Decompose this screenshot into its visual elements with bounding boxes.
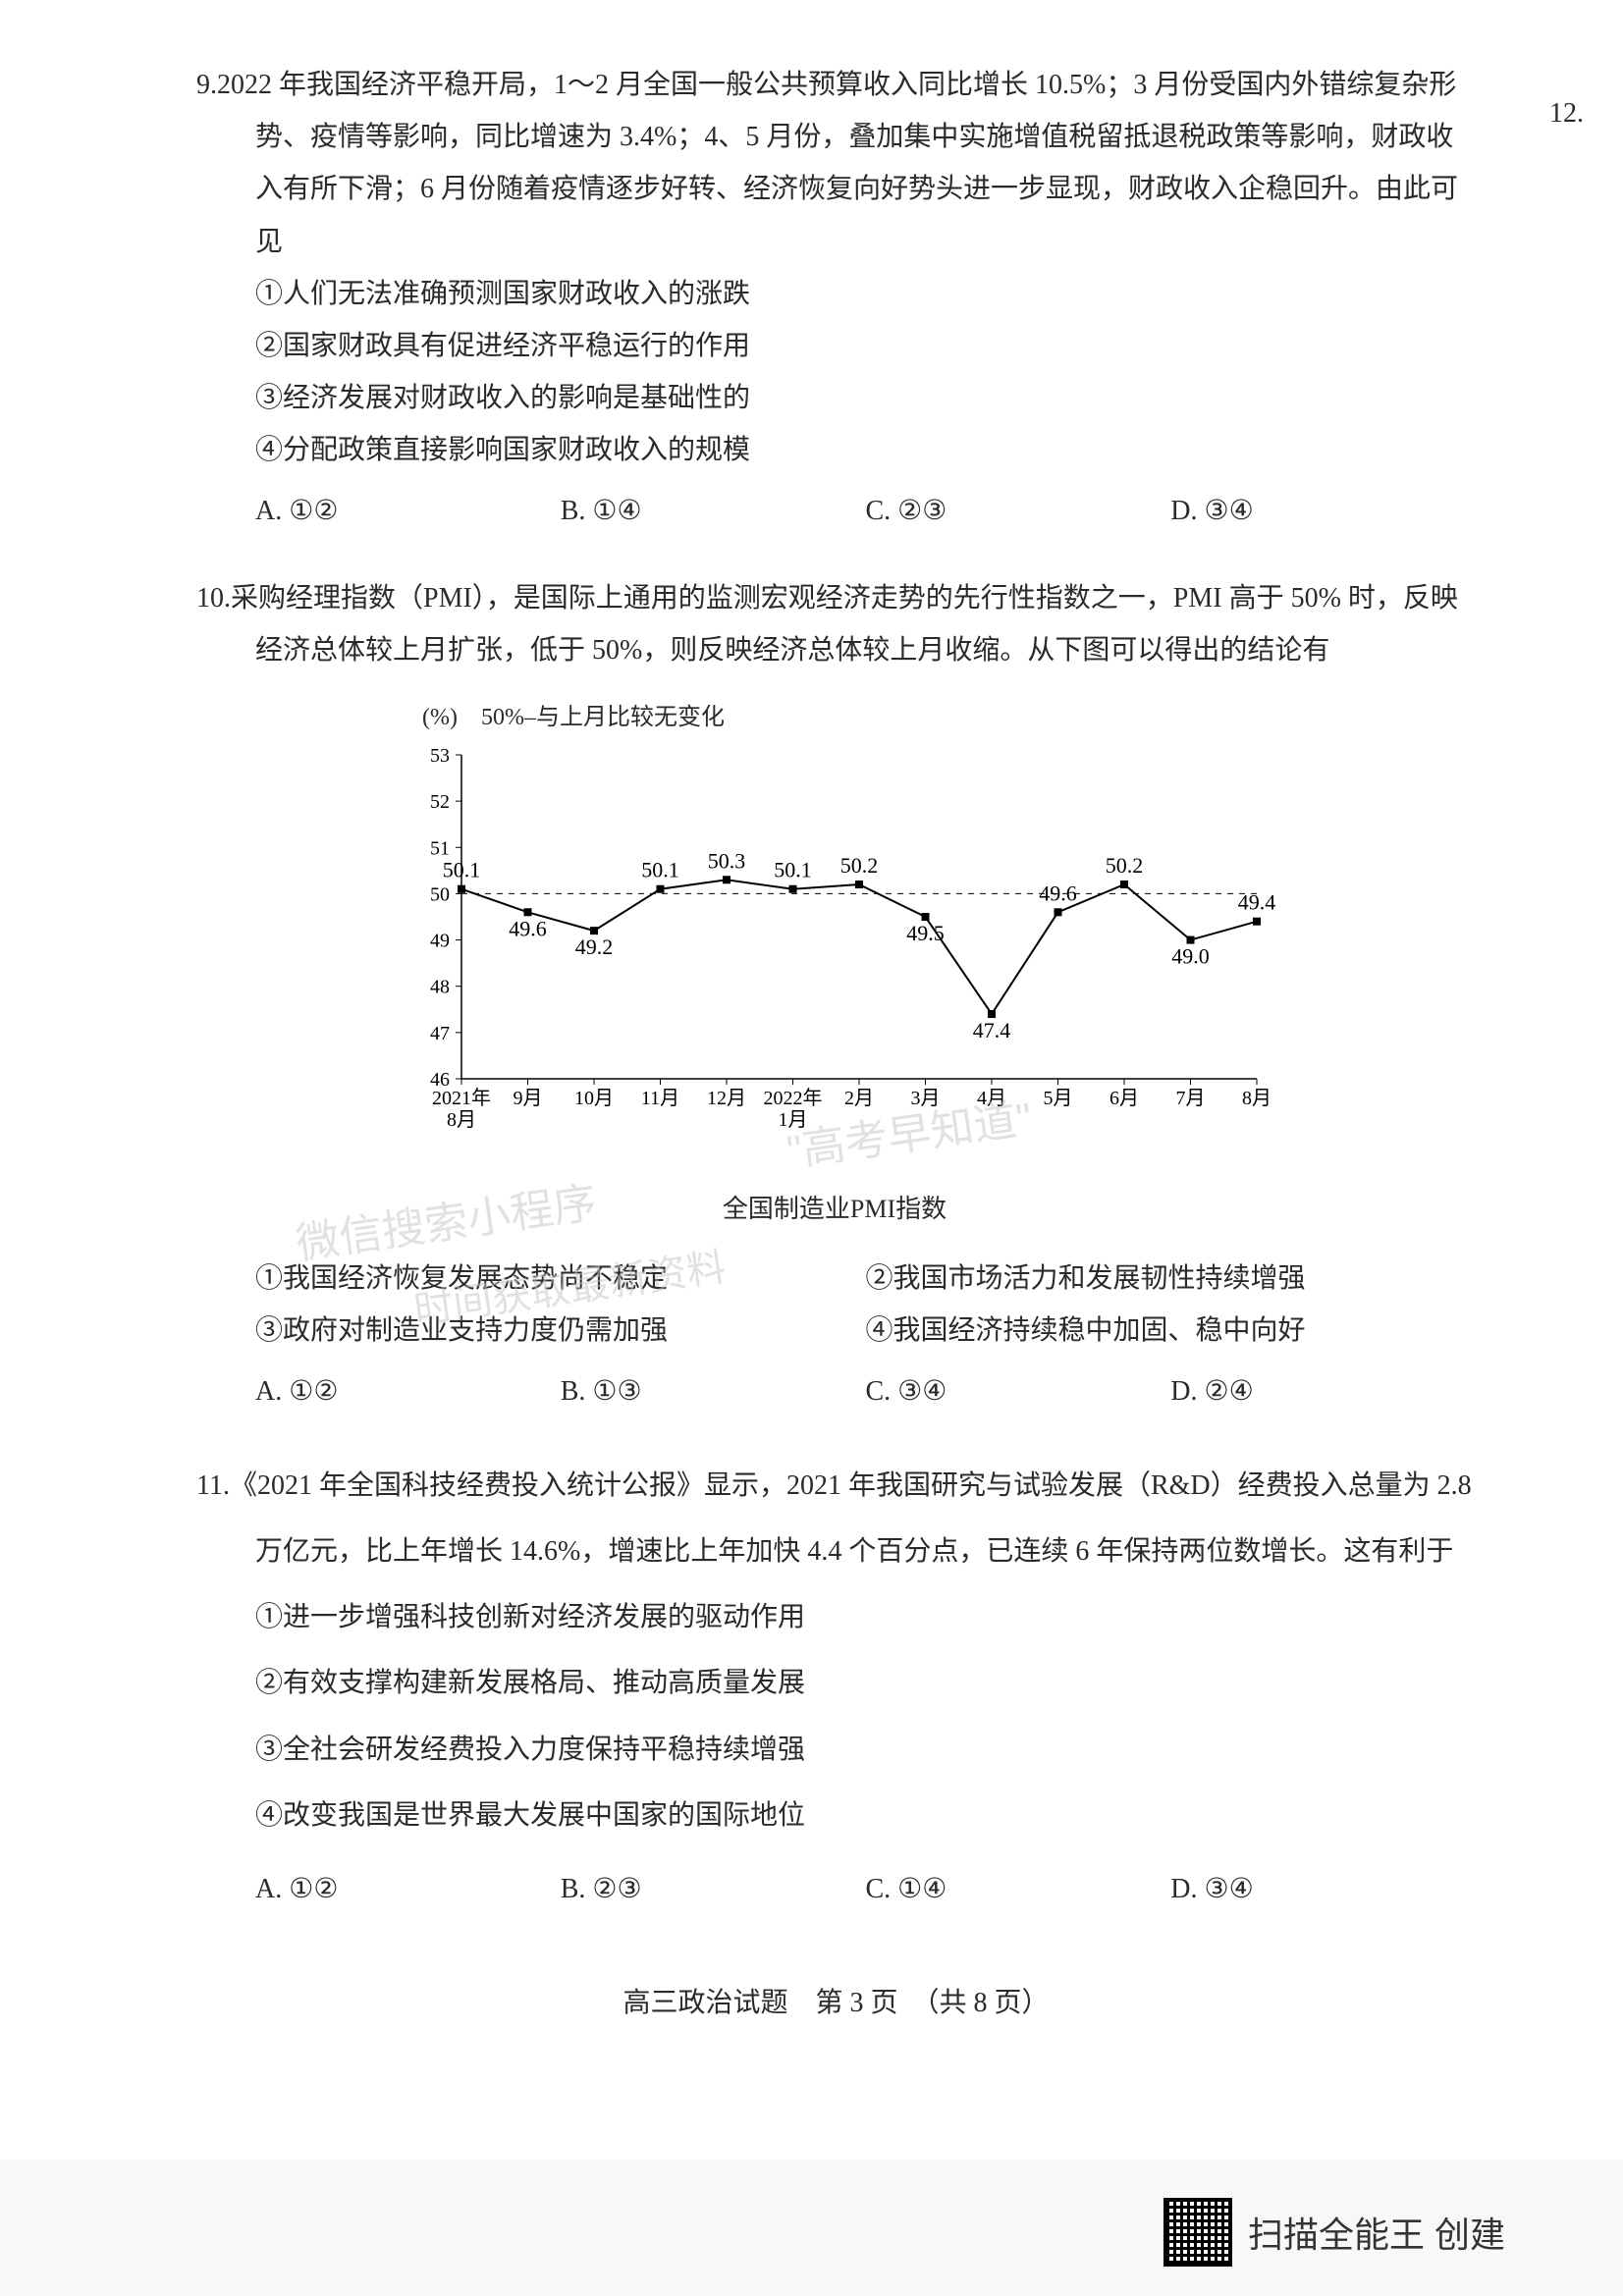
svg-text:47: 47 xyxy=(430,1023,450,1044)
svg-text:53: 53 xyxy=(430,745,450,767)
svg-text:51: 51 xyxy=(430,837,450,859)
qr-code-icon xyxy=(1163,2198,1232,2267)
svg-text:11月: 11月 xyxy=(641,1088,679,1109)
q11-option-c[interactable]: C. ①④ xyxy=(866,1856,1171,1922)
q9-option-d[interactable]: D. ③④ xyxy=(1170,485,1476,537)
svg-text:49.5: 49.5 xyxy=(906,921,945,945)
svg-text:49: 49 xyxy=(430,930,450,951)
q9-option-c[interactable]: C. ②③ xyxy=(866,485,1171,537)
q10-option-d[interactable]: D. ②④ xyxy=(1170,1365,1476,1417)
svg-text:8月: 8月 xyxy=(447,1109,476,1131)
svg-text:50.2: 50.2 xyxy=(1106,853,1144,878)
svg-text:50.1: 50.1 xyxy=(641,857,679,881)
q11-text: 《2021 年全国科技经费投入统计公报》显示，2021 年我国研究与试验发展（R… xyxy=(230,1470,1472,1567)
scan-footer: 扫描全能王 创建 xyxy=(1163,2198,1505,2267)
q10-statements-row2: ③政府对制造业支持力度仍需加强 ④我国经济持续稳中加固、稳中向好 xyxy=(196,1305,1476,1357)
q9-text: 2022 年我国经济平稳开局，1～2 月全国一般公共预算收入同比增长 10.5%… xyxy=(217,70,1458,257)
svg-text:12月: 12月 xyxy=(707,1088,746,1109)
q9-stem: 9.2022 年我国经济平稳开局，1～2 月全国一般公共预算收入同比增长 10.… xyxy=(196,59,1476,268)
q10-option-c[interactable]: C. ③④ xyxy=(866,1365,1171,1417)
svg-text:49.2: 49.2 xyxy=(575,934,614,959)
q10-text: 采购经理指数（PMI），是国际上通用的监测宏观经济走势的先行性指数之一，PMI … xyxy=(231,583,1458,666)
q10-statement-4: ④我国经济持续稳中加固、稳中向好 xyxy=(866,1305,1477,1357)
margin-question-number: 12. xyxy=(1549,98,1584,130)
svg-text:3月: 3月 xyxy=(911,1088,941,1109)
q9-statement-4: ④分配政策直接影响国家财政收入的规模 xyxy=(196,424,1476,476)
q9-number: 9. xyxy=(196,70,217,100)
svg-text:1月: 1月 xyxy=(779,1109,808,1131)
svg-text:49.4: 49.4 xyxy=(1238,889,1276,914)
svg-text:7月: 7月 xyxy=(1176,1088,1206,1109)
q10-statement-3: ③政府对制造业支持力度仍需加强 xyxy=(255,1305,866,1357)
svg-text:8月: 8月 xyxy=(1242,1088,1271,1109)
q9-statement-1: ①人们无法准确预测国家财政收入的涨跌 xyxy=(196,268,1476,320)
svg-text:10月: 10月 xyxy=(574,1088,614,1109)
pmi-chart: (%) 50%–与上月比较无变化 46474849505152532021年8月… xyxy=(393,696,1276,1233)
q10-statement-1: ①我国经济恢复发展态势尚不稳定 xyxy=(255,1253,866,1305)
q10-number: 10. xyxy=(196,583,231,614)
svg-text:48: 48 xyxy=(430,976,450,997)
chart-caption: 全国制造业PMI指数 xyxy=(393,1185,1276,1233)
q11-option-b[interactable]: B. ②③ xyxy=(561,1856,866,1922)
q11-statement-3: ③全社会研发经费投入力度保持平稳持续增强 xyxy=(196,1717,1476,1783)
q11-option-a[interactable]: A. ①② xyxy=(255,1856,561,1922)
svg-text:50.1: 50.1 xyxy=(774,857,812,881)
q9-statement-2: ②国家财政具有促进经济平稳运行的作用 xyxy=(196,320,1476,372)
svg-text:2022年: 2022年 xyxy=(764,1087,823,1109)
q11-number: 11. xyxy=(196,1470,230,1501)
svg-text:50.3: 50.3 xyxy=(708,848,746,873)
svg-text:4月: 4月 xyxy=(977,1088,1006,1109)
pmi-line-chart-svg: 46474849505152532021年8月9月10月11月12月2022年1… xyxy=(393,745,1276,1157)
q11-statement-2: ②有效支撑构建新发展格局、推动高质量发展 xyxy=(196,1650,1476,1716)
q10-statement-2: ②我国市场活力和发展韧性持续增强 xyxy=(866,1253,1477,1305)
exam-page: 12. 9.2022 年我国经济平稳开局，1～2 月全国一般公共预算收入同比增长… xyxy=(0,0,1623,2160)
chart-top-label: (%) 50%–与上月比较无变化 xyxy=(393,696,1276,741)
question-10: 10.采购经理指数（PMI），是国际上通用的监测宏观经济走势的先行性指数之一，P… xyxy=(196,572,1476,1417)
q11-statement-4: ④改变我国是世界最大发展中国家的国际地位 xyxy=(196,1783,1476,1848)
chart-svg: 46474849505152532021年8月9月10月11月12月2022年1… xyxy=(393,745,1276,1175)
scan-app-text: 扫描全能王 创建 xyxy=(1248,2207,1505,2258)
q9-option-a[interactable]: A. ①② xyxy=(255,485,561,537)
page-footer: 高三政治试题 第 3 页 （共 8 页） xyxy=(196,1981,1476,2020)
q10-statements-row1: ①我国经济恢复发展态势尚不稳定 ②我国市场活力和发展韧性持续增强 xyxy=(196,1253,1476,1305)
svg-text:50.1: 50.1 xyxy=(443,857,481,881)
q10-stem: 10.采购经理指数（PMI），是国际上通用的监测宏观经济走势的先行性指数之一，P… xyxy=(196,572,1476,676)
q9-statement-3: ③经济发展对财政收入的影响是基础性的 xyxy=(196,372,1476,424)
q9-options: A. ①② B. ①④ C. ②③ D. ③④ xyxy=(196,485,1476,537)
svg-text:2021年: 2021年 xyxy=(432,1087,491,1109)
svg-text:49.6: 49.6 xyxy=(1039,881,1077,905)
svg-text:49.0: 49.0 xyxy=(1171,943,1210,968)
q10-options: A. ①② B. ①③ C. ③④ D. ②④ xyxy=(196,1365,1476,1417)
svg-text:5月: 5月 xyxy=(1044,1088,1073,1109)
svg-text:2月: 2月 xyxy=(844,1088,874,1109)
q11-options: A. ①② B. ②③ C. ①④ D. ③④ xyxy=(196,1856,1476,1922)
svg-text:6月: 6月 xyxy=(1109,1088,1139,1109)
svg-text:52: 52 xyxy=(430,791,450,813)
q11-statement-1: ①进一步增强科技创新对经济发展的驱动作用 xyxy=(196,1584,1476,1650)
svg-text:47.4: 47.4 xyxy=(973,1018,1011,1042)
q11-option-d[interactable]: D. ③④ xyxy=(1170,1856,1476,1922)
q11-stem: 11.《2021 年全国科技经费投入统计公报》显示，2021 年我国研究与试验发… xyxy=(196,1453,1476,1584)
svg-text:50.2: 50.2 xyxy=(840,853,879,878)
question-9: 9.2022 年我国经济平稳开局，1～2 月全国一般公共预算收入同比增长 10.… xyxy=(196,59,1476,537)
q9-option-b[interactable]: B. ①④ xyxy=(561,485,866,537)
question-11: 11.《2021 年全国科技经费投入统计公报》显示，2021 年我国研究与试验发… xyxy=(196,1453,1476,1922)
q10-option-a[interactable]: A. ①② xyxy=(255,1365,561,1417)
svg-text:9月: 9月 xyxy=(514,1088,543,1109)
svg-text:49.6: 49.6 xyxy=(509,916,547,940)
q10-option-b[interactable]: B. ①③ xyxy=(561,1365,866,1417)
svg-text:50: 50 xyxy=(430,883,450,905)
